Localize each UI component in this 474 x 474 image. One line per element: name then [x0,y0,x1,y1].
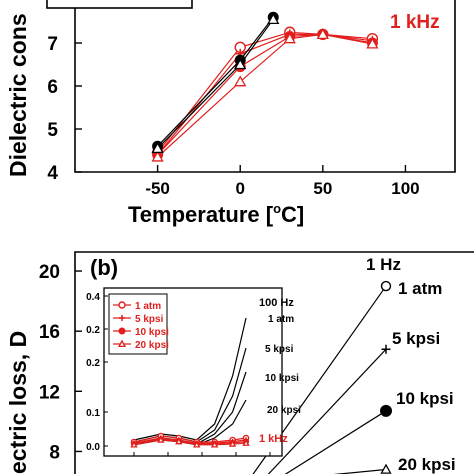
panel-b-y-axis-label: ectric loss, D [5,331,31,474]
inset-legend-label: 10 kpsi [135,327,169,338]
inset-chart: 0.4 0.2 0.2 0.1 0.0 1 atm 5 kpsi 10 kpsi 20 kps… [86,287,301,457]
inset-curve-label-20kpsi: 20 kpsi [267,405,301,416]
panel-b-series-1-point [381,344,391,354]
inset-curve-label-1atm: 1 atm [268,314,294,325]
panel-b-y-tick-label: 8 [49,442,60,463]
panel-a-series-3-point-2 [283,32,296,44]
panel-a-series-3-point-0 [151,150,164,162]
inset-legend-label: 5 kpsi [135,314,164,325]
panel-a-x-tick-label: -50 [145,179,170,198]
panel-a-series-5-point-0 [151,142,164,153]
panel-a-x-axis-label: Temperature [oC] [128,201,304,227]
panel-b-y-tick-label: 12 [39,382,60,403]
panel-a-legend-box [46,0,193,9]
panel-b-label-5kpsi: 5 kpsi [392,329,440,348]
inset-curve-label-10kpsi: 10 kpsi [265,373,299,384]
panel-a-series [151,11,379,162]
inset-series-7-point-1 [157,436,165,443]
panel-a-ticks: 4 5 6 7 -50 0 50 100 [47,34,419,198]
panel-a-series-3-point-4 [366,37,379,49]
panel-a-x-tick-label: 50 [313,179,332,198]
panel-a-y-tick-label: 4 [47,163,58,184]
panel-b: 8 12 16 20 ectric loss, D (b) 1 Hz 1 atm 5 … [5,251,474,474]
inset-legend: 1 atm 5 kpsi 10 kpsi 20 kpsi [108,293,169,355]
panel-a: 4 5 6 7 -50 0 50 100 Dielectric cons Temperatur… [5,0,456,227]
inset-series-7-point-2 [175,437,183,445]
inset-series [130,317,250,448]
panel-b-y-tick-label: 20 [39,262,60,283]
panel-b-series-2-point [380,404,392,417]
inset-legend-marker [118,327,126,335]
panel-a-y-tick-label: 7 [47,34,58,55]
panel-a-series-3-point-3 [316,28,329,40]
panel-b-series-0-point [380,280,392,292]
inset-y-tick-label: 0.2 [86,325,100,336]
inset-ticks: 0.4 0.2 0.2 0.1 0.0 [86,292,271,456]
inset-legend-label: 1 atm [135,301,161,312]
panel-a-y-tick-label: 5 [47,120,58,141]
inset-series-7-point-4 [210,440,219,448]
panel-b-label: (b) [90,255,118,280]
panel-b-axes [74,251,474,474]
panel-a-x-tick-label: 0 [235,179,244,198]
panel-b-series-3-point [380,463,392,474]
inset-legend-marker [117,339,127,348]
panel-b-series-1-line [267,348,387,474]
panel-b-series-3-line [333,468,387,474]
panel-b-plot-frame [74,251,474,474]
inset-legend-label: 20 kpsi [135,340,169,351]
panel-b-label-20kpsi: 20 kpsi [398,455,456,474]
panel-b-label-1atm: 1 atm [398,279,442,298]
panel-a-series-3-point-1 [234,75,247,87]
panel-b-y-tick-label: 16 [39,322,60,343]
inset-curve-label-5kpsi: 5 kpsi [265,344,294,355]
inset-legend-marker [119,315,125,321]
inset-legend-marker [118,301,126,309]
panel-a-y-axis-label: Dielectric cons [5,13,31,177]
inset-top-annotation: 100 Hz [259,297,294,309]
inset-series-7-point-6 [242,439,250,446]
panel-a-frequency-annotation: 1 kHz [390,12,440,33]
panel-a-series-5-point-2 [267,13,280,24]
inset-series-7-point-5 [228,440,237,447]
panel-a-series-5-point-1 [234,58,247,70]
panel-b-frequency-note: 1 Hz [366,255,401,274]
inset-series-7-point-0 [130,440,138,448]
panel-b-series-2-line [284,410,387,474]
panel-b-ticks: 8 12 16 20 [39,262,82,463]
inset-y-tick-label: 0.1 [86,408,100,419]
inset-y-tick-label: 0.2 [86,358,100,369]
panel-a-x-tick-label: 100 [391,179,419,198]
panel-a-y-tick-label: 6 [47,77,58,98]
inset-bottom-annotation: 1 kHz [259,433,288,445]
panel-b-series [252,280,392,474]
inset-y-tick-label: 0.0 [86,442,100,453]
inset-y-tick-label: 0.4 [86,292,100,303]
panel-b-label-10kpsi: 10 kpsi [396,389,454,408]
inset-series-7-point-3 [193,440,201,448]
